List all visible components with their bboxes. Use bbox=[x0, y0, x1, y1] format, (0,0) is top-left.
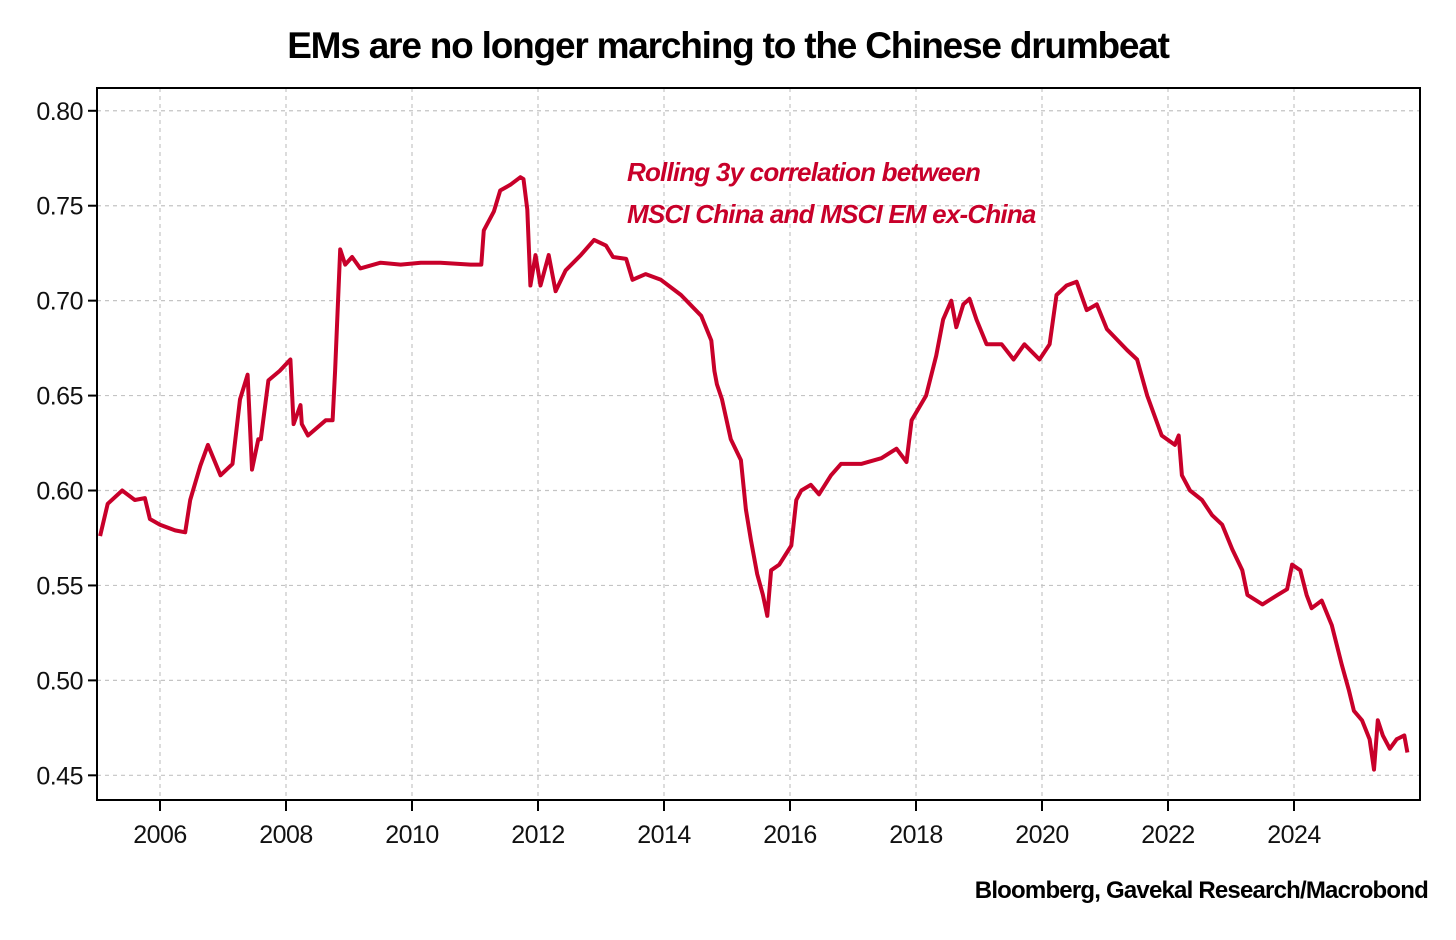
source-note: Bloomberg, Gavekal Research/Macrobond bbox=[975, 877, 1428, 904]
y-tick-label: 0.65 bbox=[36, 383, 83, 411]
y-tick-label: 0.70 bbox=[36, 288, 83, 316]
y-tick-label: 0.50 bbox=[36, 667, 83, 695]
y-axis: 0.45 0.50 0.55 0.60 0.65 0.70 0.75 0.80 bbox=[36, 98, 97, 790]
chart-title: EMs are no longer marching to the Chines… bbox=[287, 25, 1169, 66]
annotation-line-2: MSCI China and MSCI EM ex-China bbox=[627, 199, 1036, 229]
plot-frame bbox=[96, 87, 1421, 801]
gridlines bbox=[97, 88, 1420, 800]
x-tick-label: 2016 bbox=[763, 821, 817, 849]
y-tick-label: 0.80 bbox=[36, 98, 83, 126]
x-tick-label: 2006 bbox=[133, 821, 187, 849]
x-tick-label: 2008 bbox=[259, 821, 313, 849]
x-tick-label: 2018 bbox=[889, 821, 943, 849]
x-tick-label: 2014 bbox=[637, 821, 691, 849]
y-tick-label: 0.55 bbox=[36, 572, 83, 600]
x-tick-label: 2022 bbox=[1141, 821, 1195, 849]
y-tick-label: 0.60 bbox=[36, 478, 83, 506]
x-axis: 2006 2008 2010 2012 2014 2016 2018 2020 2022 2024 bbox=[133, 800, 1322, 849]
x-tick-label: 2010 bbox=[385, 821, 439, 849]
x-tick-label: 2024 bbox=[1267, 821, 1321, 849]
annotation-line-1: Rolling 3y correlation between bbox=[627, 157, 980, 187]
x-tick-label: 2012 bbox=[511, 821, 565, 849]
series-line bbox=[98, 175, 1410, 772]
y-tick-label: 0.45 bbox=[36, 762, 83, 790]
y-tick-label: 0.75 bbox=[36, 193, 83, 221]
x-tick-label: 2020 bbox=[1015, 821, 1069, 849]
